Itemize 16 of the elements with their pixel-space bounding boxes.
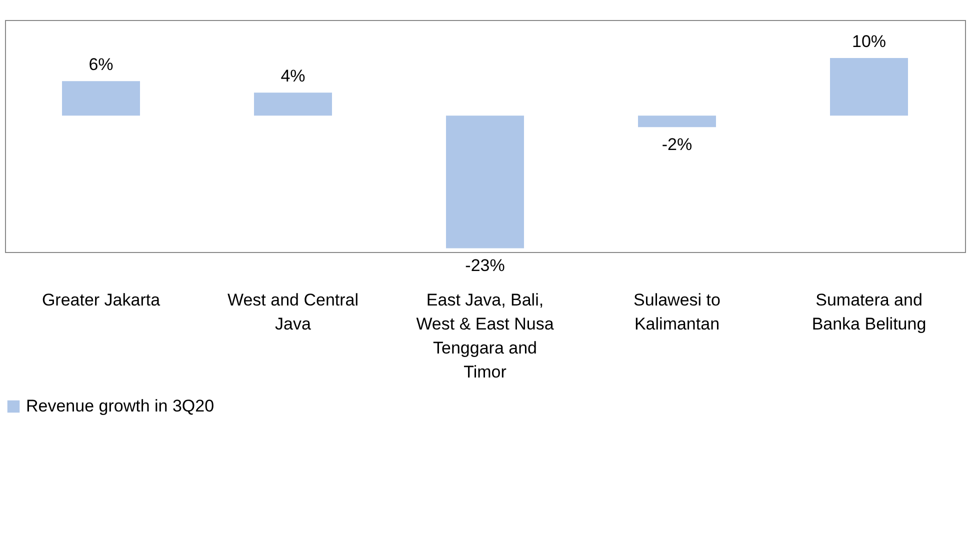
x-tick-label: West and Central Java: [227, 290, 359, 334]
data-label: 6%: [88, 55, 114, 74]
data-label: 10%: [852, 32, 886, 52]
bar: [254, 92, 332, 116]
data-label: 4%: [280, 66, 306, 86]
x-tick-label: Sulawesi to Kalimantan: [634, 290, 720, 334]
legend-label: Revenue growth in 3Q20: [26, 396, 214, 416]
bar: [62, 81, 140, 116]
bar: [830, 58, 908, 116]
bar: [638, 116, 716, 128]
bar: [446, 116, 524, 248]
x-tick-label: East Java, Bali, West & East Nusa Tenggara and Timor: [416, 290, 554, 382]
x-tick-label: Greater Jakarta: [42, 290, 161, 310]
data-label: -2%: [662, 135, 692, 154]
data-label: -23%: [465, 256, 505, 276]
x-tick-label: Sumatera and Banka Belitung: [812, 290, 926, 334]
